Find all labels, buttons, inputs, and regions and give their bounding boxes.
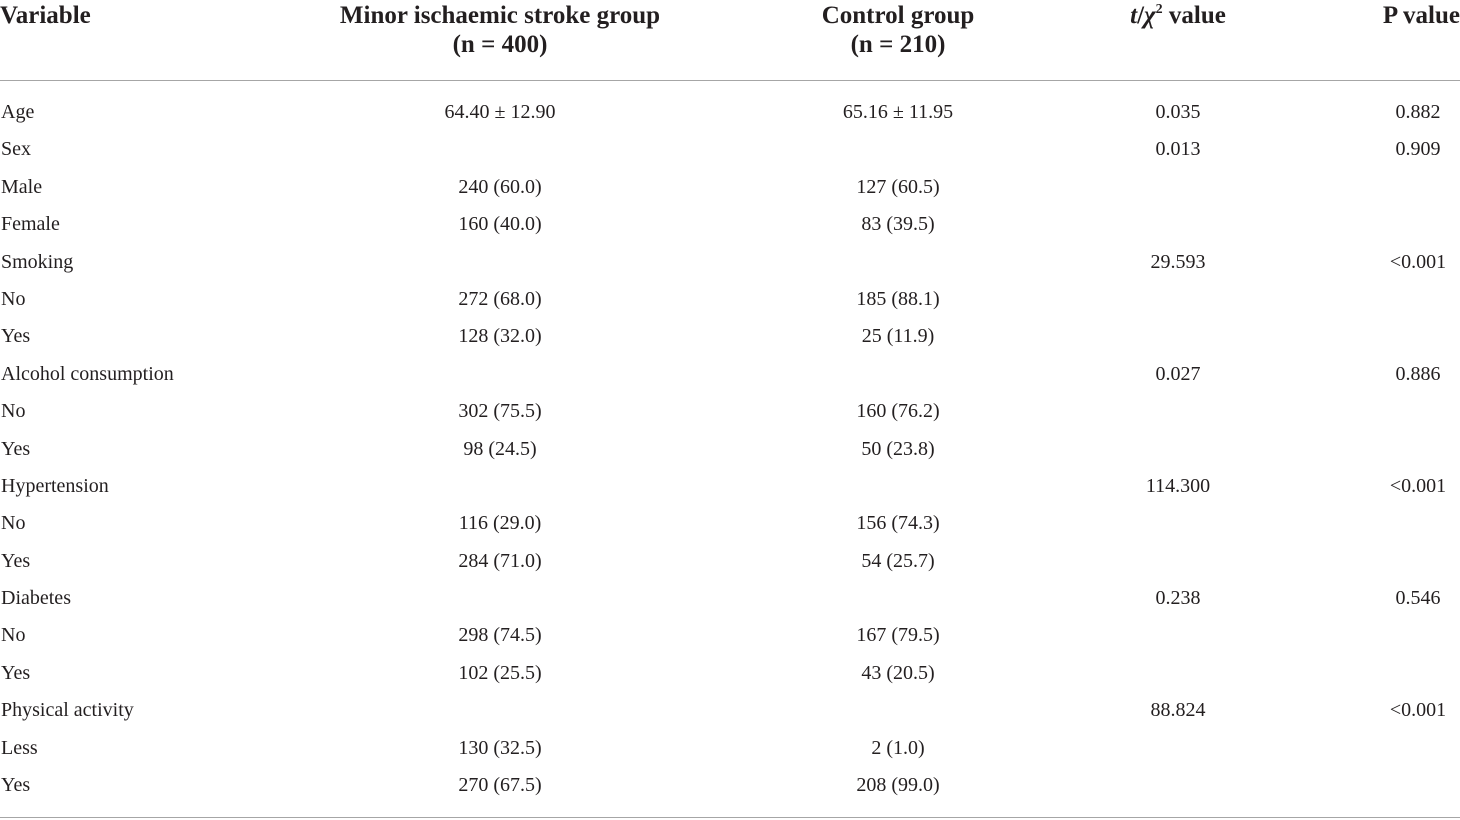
cell-minor-group: 98 (24.5) bbox=[463, 437, 537, 460]
cell-control-group: 83 (39.5) bbox=[861, 213, 935, 236]
table-row: No 302 (75.5) 160 (76.2) bbox=[0, 393, 1460, 430]
cell-minor-group: 130 (32.5) bbox=[458, 736, 542, 759]
cell-variable: Yes bbox=[1, 661, 31, 684]
cell-control-group: 167 (79.5) bbox=[856, 624, 940, 647]
cell-variable: No bbox=[1, 624, 26, 647]
cell-t-chi-value: 0.027 bbox=[1155, 362, 1201, 385]
header-chi-symbol: χ bbox=[1144, 2, 1156, 29]
cell-minor-group: 102 (25.5) bbox=[458, 661, 542, 684]
cell-control-group: 208 (99.0) bbox=[856, 774, 940, 797]
table-row: Sex 0.013 0.909 bbox=[0, 131, 1460, 168]
cell-variable: Hypertension bbox=[1, 474, 109, 497]
cell-t-chi-value: 0.035 bbox=[1155, 101, 1201, 123]
header-minor-title: Minor ischaemic stroke group bbox=[339, 2, 661, 29]
header-control-title: Control group bbox=[821, 2, 975, 29]
cell-p-value: 0.882 bbox=[1395, 101, 1441, 123]
cell-control-group: 43 (20.5) bbox=[861, 661, 935, 684]
table-row: Hypertension 114.300 <0.001 bbox=[0, 468, 1460, 505]
cell-control-group: 156 (74.3) bbox=[856, 512, 940, 535]
header-minor-group: Minor ischaemic stroke group (n = 400) bbox=[300, 1, 700, 59]
cell-p-value: 0.886 bbox=[1395, 362, 1441, 385]
cell-variable: Yes bbox=[1, 774, 31, 797]
table-row: Female 160 (40.0) 83 (39.5) bbox=[0, 206, 1460, 243]
cell-p-value: <0.001 bbox=[1389, 250, 1447, 273]
header-variable: Variable bbox=[0, 2, 91, 29]
cell-variable: No bbox=[1, 400, 26, 423]
cell-minor-group: 298 (74.5) bbox=[458, 624, 542, 647]
cell-variable: Alcohol consumption bbox=[1, 362, 174, 385]
cell-control-group: 185 (88.1) bbox=[856, 287, 940, 310]
header-p-value: P value bbox=[1382, 2, 1460, 29]
table-row: Yes 102 (25.5) 43 (20.5) bbox=[0, 655, 1460, 692]
cell-variable: Male bbox=[1, 175, 43, 198]
header-t-label: value bbox=[1162, 2, 1226, 29]
cell-minor-group: 128 (32.0) bbox=[458, 325, 542, 348]
cell-minor-group: 240 (60.0) bbox=[458, 175, 542, 198]
table-body: Age 64.40 ± 12.90 65.16 ± 11.95 0.035 0.… bbox=[0, 94, 1460, 804]
cell-p-value: <0.001 bbox=[1389, 699, 1447, 722]
table-row: Yes 270 (67.5) 208 (99.0) bbox=[0, 767, 1460, 804]
table-row: No 116 (29.0) 156 (74.3) bbox=[0, 505, 1460, 542]
cell-variable: Yes bbox=[1, 325, 31, 348]
header-t-symbol: t bbox=[1130, 2, 1138, 29]
table-row: No 272 (68.0) 185 (88.1) bbox=[0, 281, 1460, 318]
header-control-group: Control group (n = 210) bbox=[748, 1, 1048, 59]
cell-variable: Age bbox=[1, 101, 35, 123]
table-bottom-rule bbox=[0, 817, 1460, 818]
table-row: No 298 (74.5) 167 (79.5) bbox=[0, 617, 1460, 654]
cell-variable: Yes bbox=[1, 549, 31, 572]
cell-control-group: 50 (23.8) bbox=[861, 437, 935, 460]
cell-minor-group: 302 (75.5) bbox=[458, 400, 542, 423]
cell-variable: No bbox=[1, 512, 26, 535]
table-row: Yes 98 (24.5) 50 (23.8) bbox=[0, 431, 1460, 468]
cell-variable: Diabetes bbox=[1, 587, 71, 610]
table-header: Variable Minor ischaemic stroke group (n… bbox=[0, 0, 1460, 80]
cell-minor-group: 284 (71.0) bbox=[458, 549, 542, 572]
cell-variable: Yes bbox=[1, 437, 31, 460]
table-row: Yes 284 (71.0) 54 (25.7) bbox=[0, 543, 1460, 580]
table-row: Male 240 (60.0) 127 (60.5) bbox=[0, 169, 1460, 206]
header-minor-n: (n = 400) bbox=[452, 31, 548, 58]
table-row: Less 130 (32.5) 2 (1.0) bbox=[0, 730, 1460, 767]
cell-t-chi-value: 114.300 bbox=[1145, 474, 1211, 497]
cell-t-chi-value: 0.013 bbox=[1155, 138, 1201, 161]
cell-control-group: 54 (25.7) bbox=[861, 549, 935, 572]
cell-t-chi-value: 29.593 bbox=[1150, 250, 1206, 273]
cell-t-chi-value: 88.824 bbox=[1150, 699, 1206, 722]
table-row: Age 64.40 ± 12.90 65.16 ± 11.95 0.035 0.… bbox=[0, 94, 1460, 131]
header-chi-sup: 2 bbox=[1155, 2, 1163, 17]
cell-p-value: <0.001 bbox=[1389, 474, 1447, 497]
cell-minor-group: 272 (68.0) bbox=[458, 287, 542, 310]
cell-variable: Physical activity bbox=[1, 699, 134, 722]
cell-control-group: 65.16 ± 11.95 bbox=[842, 101, 954, 123]
cell-variable: Female bbox=[1, 213, 60, 236]
cell-minor-group: 160 (40.0) bbox=[458, 213, 542, 236]
cell-control-group: 2 (1.0) bbox=[871, 736, 925, 759]
table-row: Physical activity 88.824 <0.001 bbox=[0, 692, 1460, 729]
cell-variable: Sex bbox=[1, 138, 31, 161]
header-control-n: (n = 210) bbox=[850, 31, 946, 58]
cell-variable: Less bbox=[1, 736, 38, 759]
header-t-chi-value: t/χ2 value bbox=[1108, 1, 1248, 30]
cell-variable: No bbox=[1, 287, 26, 310]
cell-p-value: 0.909 bbox=[1395, 138, 1441, 161]
cell-p-value: 0.546 bbox=[1395, 587, 1441, 610]
cell-t-chi-value: 0.238 bbox=[1155, 587, 1201, 610]
cell-variable: Smoking bbox=[1, 250, 74, 273]
table-row: Alcohol consumption 0.027 0.886 bbox=[0, 356, 1460, 393]
table-row: Yes 128 (32.0) 25 (11.9) bbox=[0, 318, 1460, 355]
table-row: Smoking 29.593 <0.001 bbox=[0, 244, 1460, 281]
cell-minor-group: 64.40 ± 12.90 bbox=[444, 101, 556, 123]
cell-minor-group: 270 (67.5) bbox=[458, 774, 542, 797]
table-row: Diabetes 0.238 0.546 bbox=[0, 580, 1460, 617]
cell-minor-group: 116 (29.0) bbox=[458, 512, 542, 535]
cell-control-group: 127 (60.5) bbox=[856, 175, 940, 198]
header-divider bbox=[0, 80, 1460, 81]
header-t-slash: / bbox=[1137, 2, 1145, 29]
cell-control-group: 160 (76.2) bbox=[856, 400, 940, 423]
cell-control-group: 25 (11.9) bbox=[861, 325, 935, 348]
